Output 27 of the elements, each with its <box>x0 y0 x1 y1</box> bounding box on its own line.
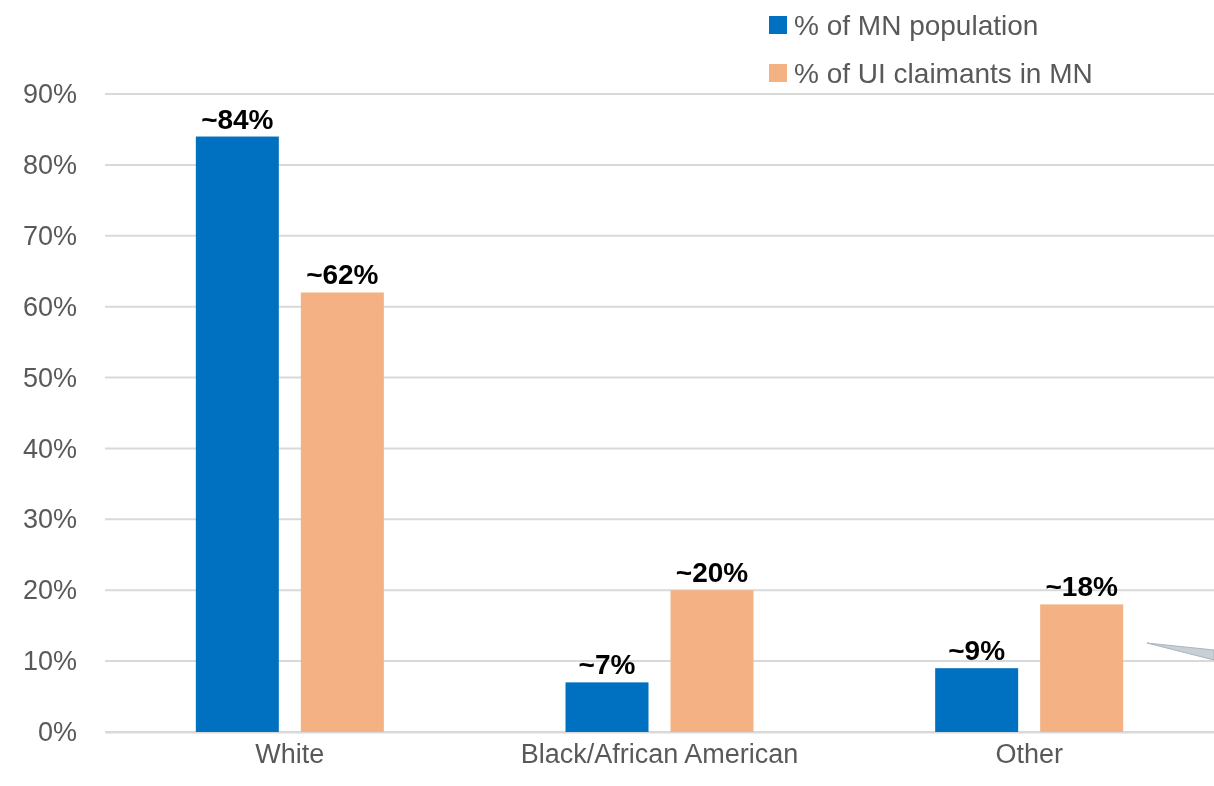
bar <box>195 136 279 732</box>
data-label: ~18% <box>1045 571 1118 603</box>
data-label: ~7% <box>578 649 636 681</box>
y-tick-label: 10% <box>22 646 77 677</box>
y-tick-label: 90% <box>22 79 77 110</box>
y-tick-label: 50% <box>22 362 77 393</box>
legend-label: % of UI claimants in MN <box>794 58 1093 89</box>
legend-label: % of MN population <box>794 10 1039 41</box>
data-label: ~62% <box>306 259 379 291</box>
y-tick-label: 70% <box>22 220 77 251</box>
x-tick-label: Other <box>995 739 1063 770</box>
data-label: ~84% <box>201 103 274 135</box>
bar <box>670 590 754 732</box>
bar <box>565 682 649 732</box>
x-tick-label: White <box>255 739 325 770</box>
bar <box>1040 604 1124 732</box>
y-tick-label: 60% <box>22 291 77 322</box>
y-tick-label: 80% <box>22 150 77 181</box>
bar <box>300 292 384 732</box>
y-tick-label: 20% <box>22 575 77 606</box>
data-label: ~9% <box>948 635 1006 667</box>
y-tick-label: 30% <box>22 504 77 535</box>
bar <box>935 668 1019 732</box>
x-tick-label: Black/African American <box>520 739 799 770</box>
y-tick-label: 0% <box>37 717 77 748</box>
y-tick-label: 40% <box>22 433 77 464</box>
data-label: ~20% <box>675 557 749 589</box>
